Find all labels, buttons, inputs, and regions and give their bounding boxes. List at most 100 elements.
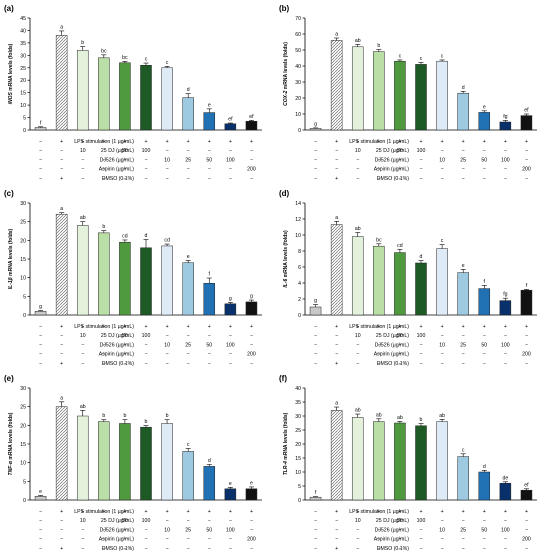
treatment-row-label: DJ (µg/mL): [383, 148, 409, 154]
treatment-cell: 25: [185, 157, 191, 163]
treatment-cell: 50: [206, 157, 212, 163]
treatment-cell: −: [504, 148, 507, 154]
bar: [478, 471, 491, 501]
y-tick-label: 5: [23, 294, 26, 300]
treatment-cell: −: [504, 333, 507, 339]
treatment-row-label: LPS stimulation (1 µg/mL): [74, 509, 134, 515]
treatment-cell: −: [314, 352, 317, 358]
bar: [76, 50, 89, 131]
significance-letter: e: [39, 489, 42, 495]
significance-letter: c: [441, 238, 444, 244]
significance-letter: ab: [80, 215, 86, 221]
bar: [330, 40, 343, 131]
significance-letter: d: [145, 233, 148, 239]
bar: [457, 456, 469, 501]
treatment-cell: 10: [355, 333, 361, 339]
bar: [436, 248, 448, 316]
y-tick-label: 0: [298, 128, 301, 134]
treatment-cell: −: [81, 352, 84, 358]
treatment-cell: −: [39, 148, 42, 154]
bar: [34, 127, 47, 131]
treatment-cell: +: [144, 509, 147, 515]
bar: [436, 60, 448, 131]
treatment-cell: −: [81, 157, 84, 163]
treatment-cell: 100: [501, 527, 510, 533]
treatment-cell: −: [335, 333, 338, 339]
treatment-cell: −: [187, 352, 190, 358]
treatment-cell: −: [525, 157, 528, 163]
treatment-cell: +: [335, 361, 338, 367]
treatment-cell: −: [314, 361, 317, 367]
treatment-row-label: LPS stimulation (1 µg/mL): [74, 139, 134, 145]
treatment-cell: +: [504, 509, 507, 515]
treatment-cell: −: [483, 518, 486, 524]
treatment-cell: −: [398, 176, 401, 182]
y-tick-label: 10: [295, 233, 301, 239]
significance-letter: a: [335, 215, 338, 221]
treatment-cell: +: [398, 324, 401, 330]
treatment-row-label: DJ526 (µg/mL): [375, 157, 410, 163]
treatment-cell: 10: [80, 148, 86, 154]
treatment-cell: −: [462, 546, 465, 552]
treatment-row-label: LPS stimulation (1 µg/mL): [349, 324, 409, 330]
treatment-cell: 25: [460, 342, 466, 348]
bar: [98, 57, 110, 131]
y-tick-label: 35: [20, 41, 26, 47]
treatment-cell: +: [483, 139, 486, 145]
treatment-cell: −: [419, 342, 422, 348]
bar: [373, 51, 385, 131]
treatment-row-label: Aspirin (µg/mL): [374, 352, 410, 358]
treatment-cell: −: [250, 148, 253, 154]
treatment-cell: −: [144, 546, 147, 552]
treatment-cell: −: [441, 333, 444, 339]
treatment-cell: −: [81, 546, 84, 552]
treatment-cell: −: [483, 167, 486, 173]
treatment-cell: −: [102, 352, 105, 358]
y-tick-label: 25: [295, 428, 301, 434]
treatment-cell: −: [483, 361, 486, 367]
y-tick-label: 10: [20, 276, 26, 282]
treatment-cell: −: [123, 361, 126, 367]
treatment-cell: −: [419, 167, 422, 173]
treatment-cell: +: [419, 139, 422, 145]
y-tick-label: 15: [20, 257, 26, 263]
treatment-cell: −: [39, 324, 42, 330]
treatment-cell: −: [483, 546, 486, 552]
treatment-cell: +: [81, 139, 84, 145]
treatment-cell: −: [123, 352, 126, 358]
bar: [203, 112, 216, 131]
treatment-cell: +: [356, 139, 359, 145]
treatment-cell: −: [187, 167, 190, 173]
treatment-row-label: DMSO (0.1%): [377, 361, 410, 367]
treatment-cell: −: [144, 342, 147, 348]
treatment-cell: −: [250, 546, 253, 552]
treatment-cell: −: [356, 342, 359, 348]
bar: [140, 426, 152, 501]
y-tick-label: 12: [295, 217, 301, 223]
treatment-cell: −: [102, 342, 105, 348]
significance-letter: c: [462, 447, 465, 453]
treatment-cell: −: [314, 333, 317, 339]
treatment-cell: +: [483, 324, 486, 330]
significance-letter: cd: [122, 233, 128, 239]
treatment-cell: −: [525, 361, 528, 367]
bar: [373, 421, 385, 501]
treatment-cell: −: [398, 157, 401, 163]
significance-letter: fg: [503, 114, 507, 120]
significance-letter: f: [526, 283, 528, 289]
treatment-cell: −: [229, 333, 232, 339]
treatment-cell: −: [187, 176, 190, 182]
bar: [309, 306, 322, 316]
y-tick-label: 30: [295, 414, 301, 420]
significance-letter: d: [462, 85, 465, 91]
treatment-cell: −: [335, 167, 338, 173]
treatment-cell: −: [335, 148, 338, 154]
treatment-cell: 200: [247, 167, 256, 173]
bar: [499, 300, 512, 316]
treatment-cell: −: [504, 546, 507, 552]
treatment-cell: −: [187, 546, 190, 552]
y-tick-label: 30: [20, 53, 26, 59]
significance-letter: b: [123, 413, 126, 419]
chart-panel: (a) 0 5 10 15 20 25 30 35 40 45 iNOS mRNA levels (f…: [4, 4, 262, 182]
bar: [499, 121, 512, 131]
